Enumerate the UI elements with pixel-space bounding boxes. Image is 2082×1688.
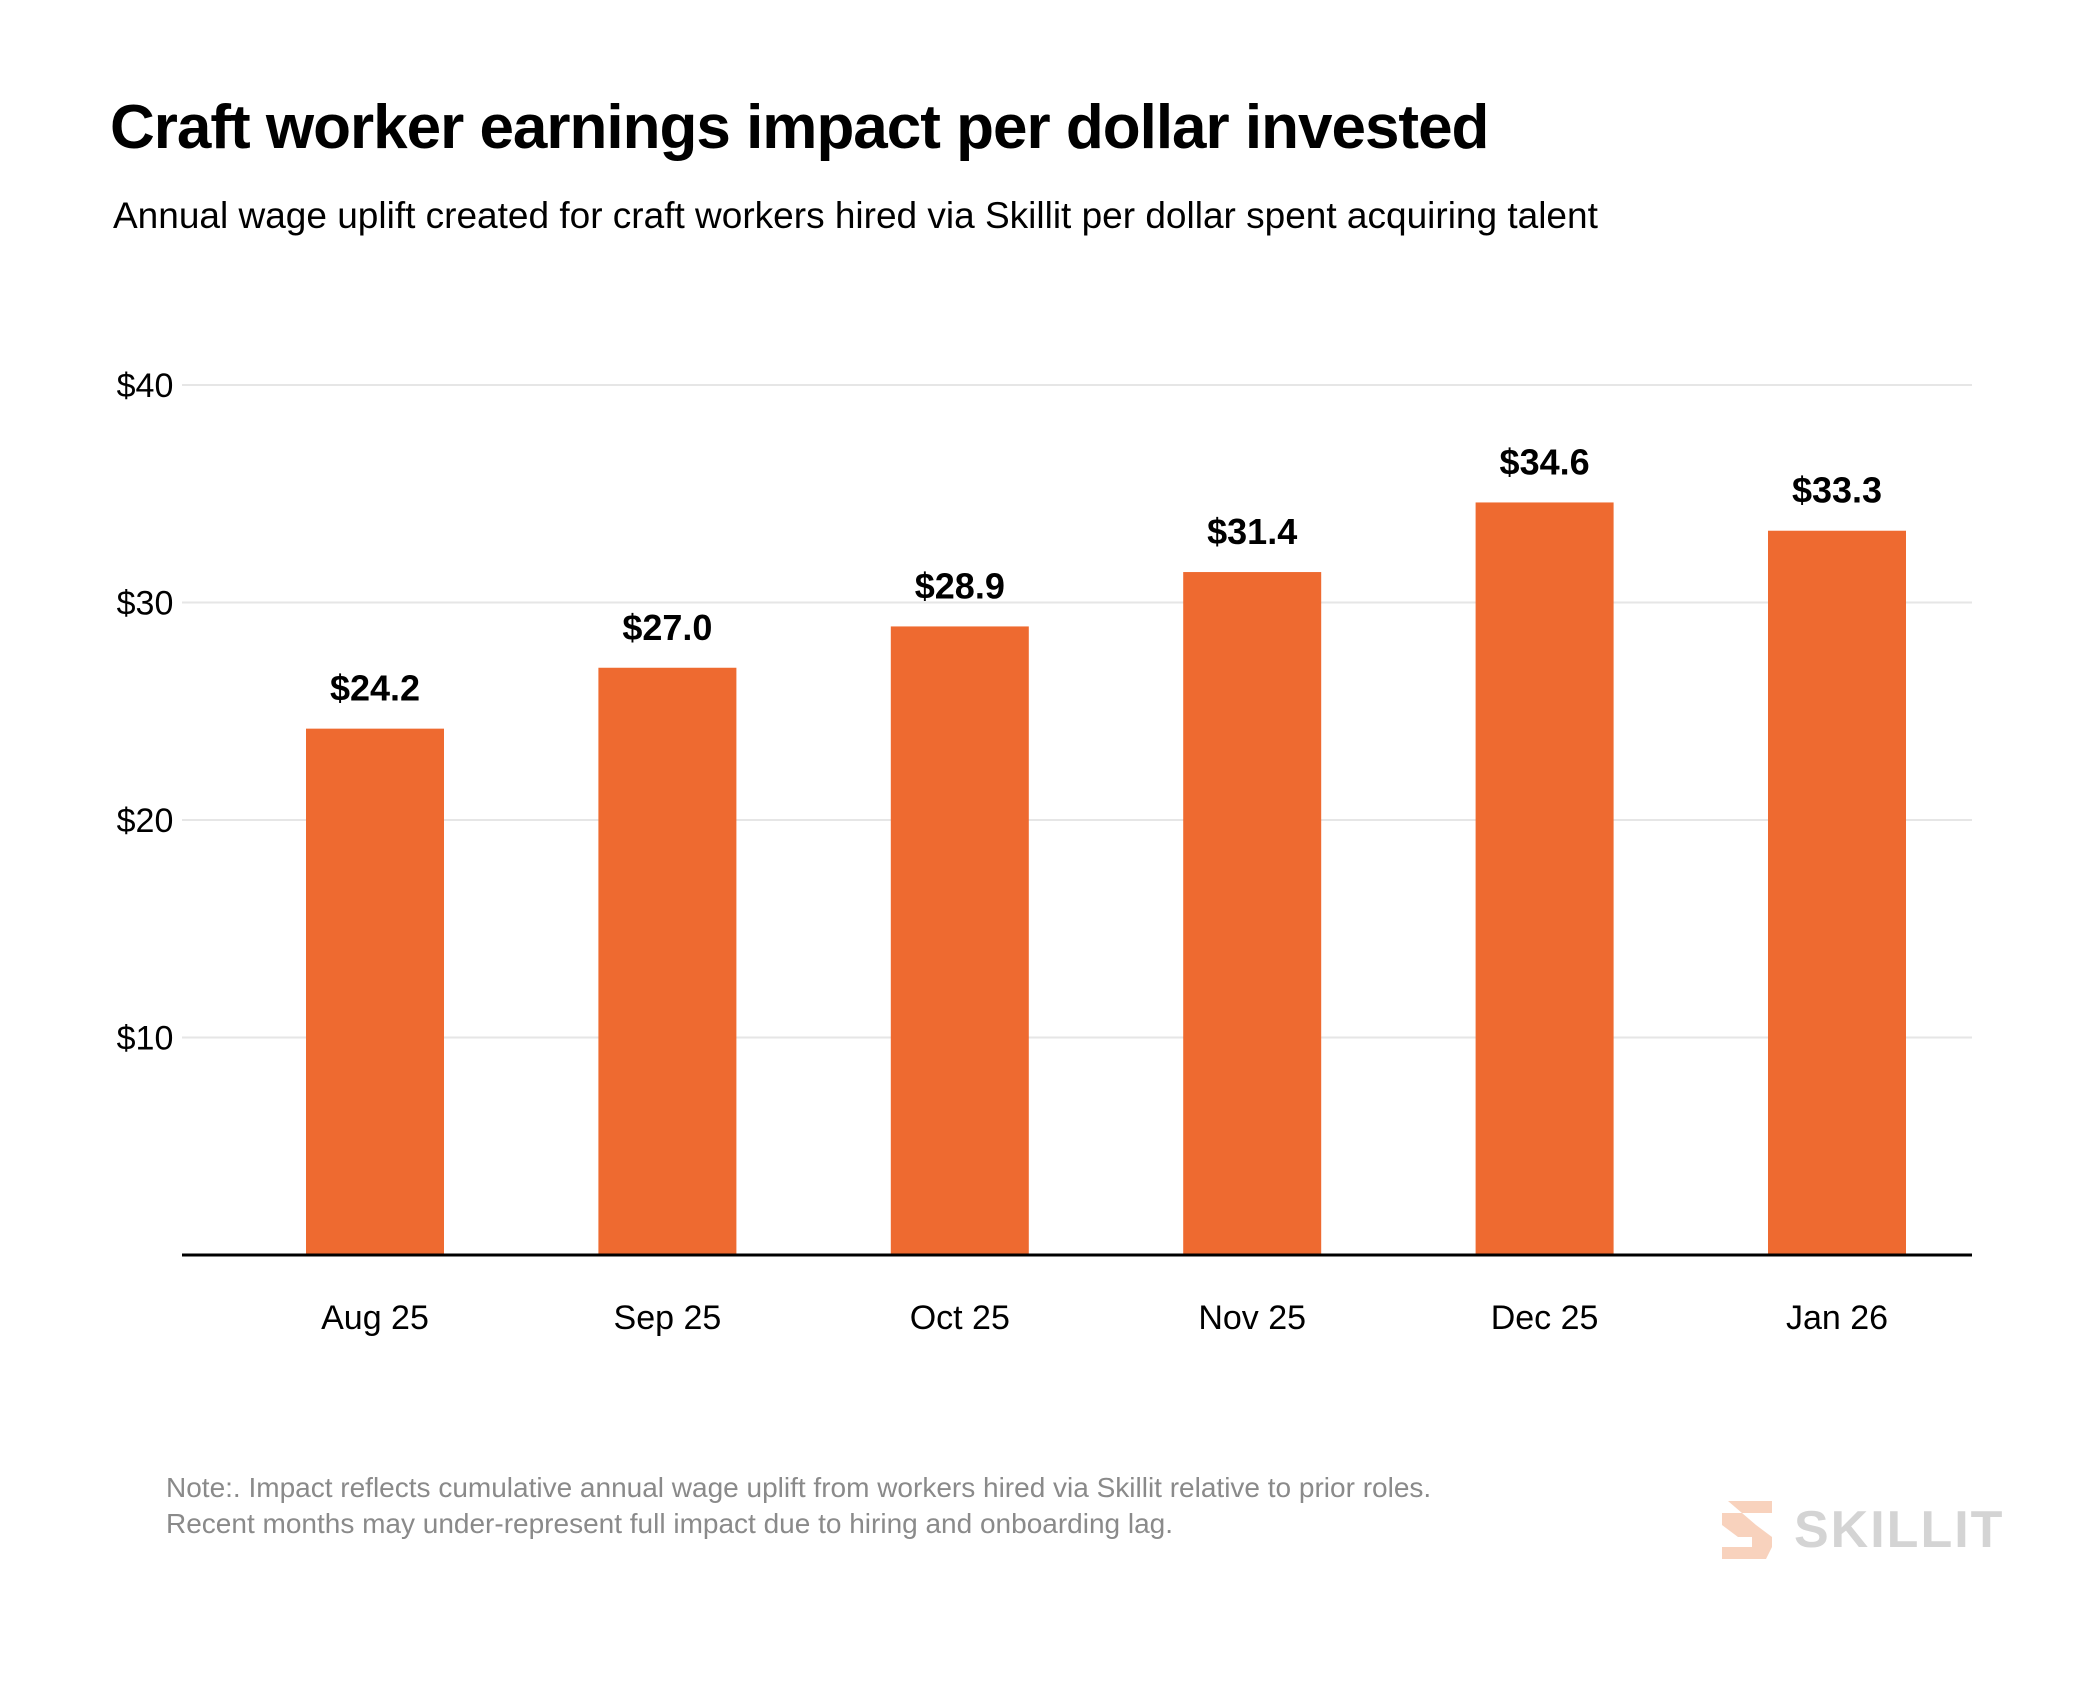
x-tick-label: Sep 25 xyxy=(614,1299,722,1337)
x-tick-label: Jan 26 xyxy=(1786,1299,1888,1337)
bar-dec-25 xyxy=(1475,502,1614,1255)
data-label: $33.3 xyxy=(1792,470,1882,511)
bar-aug-25 xyxy=(306,728,444,1255)
x-tick-label: Dec 25 xyxy=(1491,1299,1599,1337)
brand-name: SKILLIT xyxy=(1794,1501,2005,1559)
bar-oct-25 xyxy=(890,626,1029,1255)
note-line-2: Recent months may under-represent full i… xyxy=(166,1508,1174,1539)
bar-nov-25 xyxy=(1183,572,1322,1255)
y-axis-ticks: $10 $20 $30 $40 xyxy=(117,367,174,1058)
chart-note: Note:. Impact reflects cumulative annual… xyxy=(166,1470,1431,1542)
skillit-s-logo-icon xyxy=(1722,1501,1772,1559)
y-tick-label: $20 xyxy=(117,802,174,840)
data-labels: $24.2 $27.0 $28.9 $31.4 $34.6 $33.3 xyxy=(330,441,1882,708)
data-label: $34.6 xyxy=(1500,441,1590,482)
data-label: $28.9 xyxy=(915,565,1005,606)
bars xyxy=(306,502,1906,1255)
y-tick-label: $40 xyxy=(117,367,174,405)
bar-jan-26 xyxy=(1768,530,1906,1255)
data-label: $24.2 xyxy=(330,668,420,709)
chart-subtitle: Annual wage uplift created for craft wor… xyxy=(113,195,1598,236)
y-tick-label: $10 xyxy=(117,1020,174,1058)
data-label: $31.4 xyxy=(1207,511,1297,552)
x-tick-label: Aug 25 xyxy=(321,1299,429,1337)
note-line-1: Note:. Impact reflects cumulative annual… xyxy=(166,1472,1432,1503)
y-tick-label: $30 xyxy=(117,585,174,623)
x-tick-label: Nov 25 xyxy=(1198,1299,1306,1337)
gridlines xyxy=(182,384,1972,1039)
data-label: $27.0 xyxy=(622,607,712,648)
x-axis-ticks: Aug 25 Sep 25 Oct 25 Nov 25 Dec 25 Jan 26 xyxy=(321,1299,1888,1337)
x-tick-label: Oct 25 xyxy=(910,1299,1010,1337)
bar-sep-25 xyxy=(598,667,737,1255)
brand-logo: SKILLIT xyxy=(1722,1500,2004,1560)
chart-title: Craft worker earnings impact per dollar … xyxy=(110,93,1489,162)
